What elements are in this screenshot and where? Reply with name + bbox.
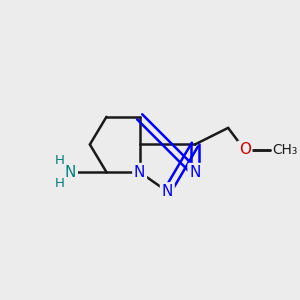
Text: N: N: [189, 165, 201, 180]
Text: CH₃: CH₃: [272, 143, 298, 157]
Text: N: N: [65, 165, 76, 180]
Text: H: H: [55, 177, 64, 190]
Text: O: O: [239, 142, 251, 158]
Text: N: N: [162, 184, 173, 199]
Text: H: H: [55, 154, 64, 167]
Text: N: N: [134, 165, 145, 180]
